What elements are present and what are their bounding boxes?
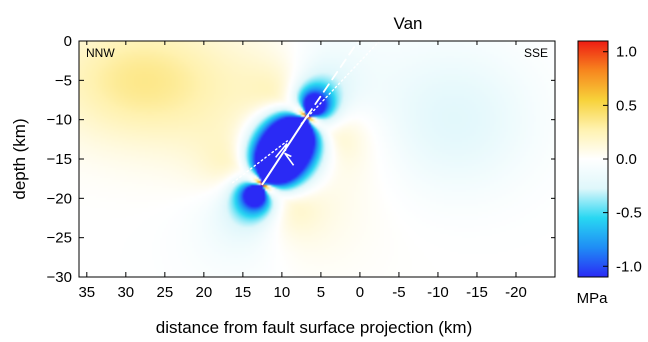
y-tick-label: 0	[64, 33, 72, 50]
corner-label-right: SSE	[524, 46, 548, 60]
x-tick-label: 10	[274, 284, 291, 301]
colorbar-tick-label: 0.0	[616, 151, 637, 168]
fault-extension-dashed-line	[305, 41, 360, 118]
colorbar-unit-label: MPa	[577, 290, 609, 307]
x-tick-label: -20	[505, 284, 527, 301]
heatmap-plot-area	[79, 41, 555, 277]
y-tick-label: −10	[47, 112, 72, 129]
x-tick-label: -15	[466, 284, 488, 301]
x-tick-label: 30	[117, 284, 134, 301]
colorbar-tick-label: 0.5	[616, 97, 637, 114]
y-axis-label: depth (km)	[10, 118, 29, 199]
dotted-guide-line-right	[300, 41, 381, 125]
stress-heatmap-image	[79, 41, 555, 277]
fault-geometry	[232, 41, 381, 186]
corner-label-left: NNW	[86, 46, 115, 60]
y-tick-label: −15	[47, 151, 72, 168]
x-tick-label: 5	[317, 284, 325, 301]
x-tick-label: 20	[196, 284, 213, 301]
y-tick-label: −5	[55, 72, 72, 89]
x-tick-label: 0	[356, 284, 364, 301]
slip-arrow-upper	[275, 143, 288, 158]
colorbar-tick-label: -0.5	[616, 205, 642, 222]
x-tick-label: 15	[235, 284, 252, 301]
x-axis-label: distance from fault surface projection (…	[156, 318, 473, 337]
x-tick-label: 35	[78, 284, 95, 301]
slip-arrow-lower	[284, 152, 295, 166]
y-axis-ticks: 0 −5 −10 −15 −20 −25 −30	[47, 33, 555, 286]
colorbar-ticks: 1.0 0.5 0.0 -0.5 -1.0	[603, 44, 642, 275]
x-axis-ticks: 35 30 25 20 15 10 5 0 -5 -10 -15 -20	[78, 41, 527, 301]
y-tick-label: −20	[47, 190, 72, 207]
y-tick-label: −25	[47, 230, 72, 247]
y-tick-label: −30	[47, 269, 72, 286]
x-tick-label: -10	[427, 284, 449, 301]
colorbar-tick-label: -1.0	[616, 258, 642, 275]
chart-title: Van	[394, 14, 423, 33]
colorbar-tick-label: 1.0	[616, 44, 637, 61]
x-tick-label: 25	[156, 284, 173, 301]
x-tick-label: -5	[392, 284, 405, 301]
